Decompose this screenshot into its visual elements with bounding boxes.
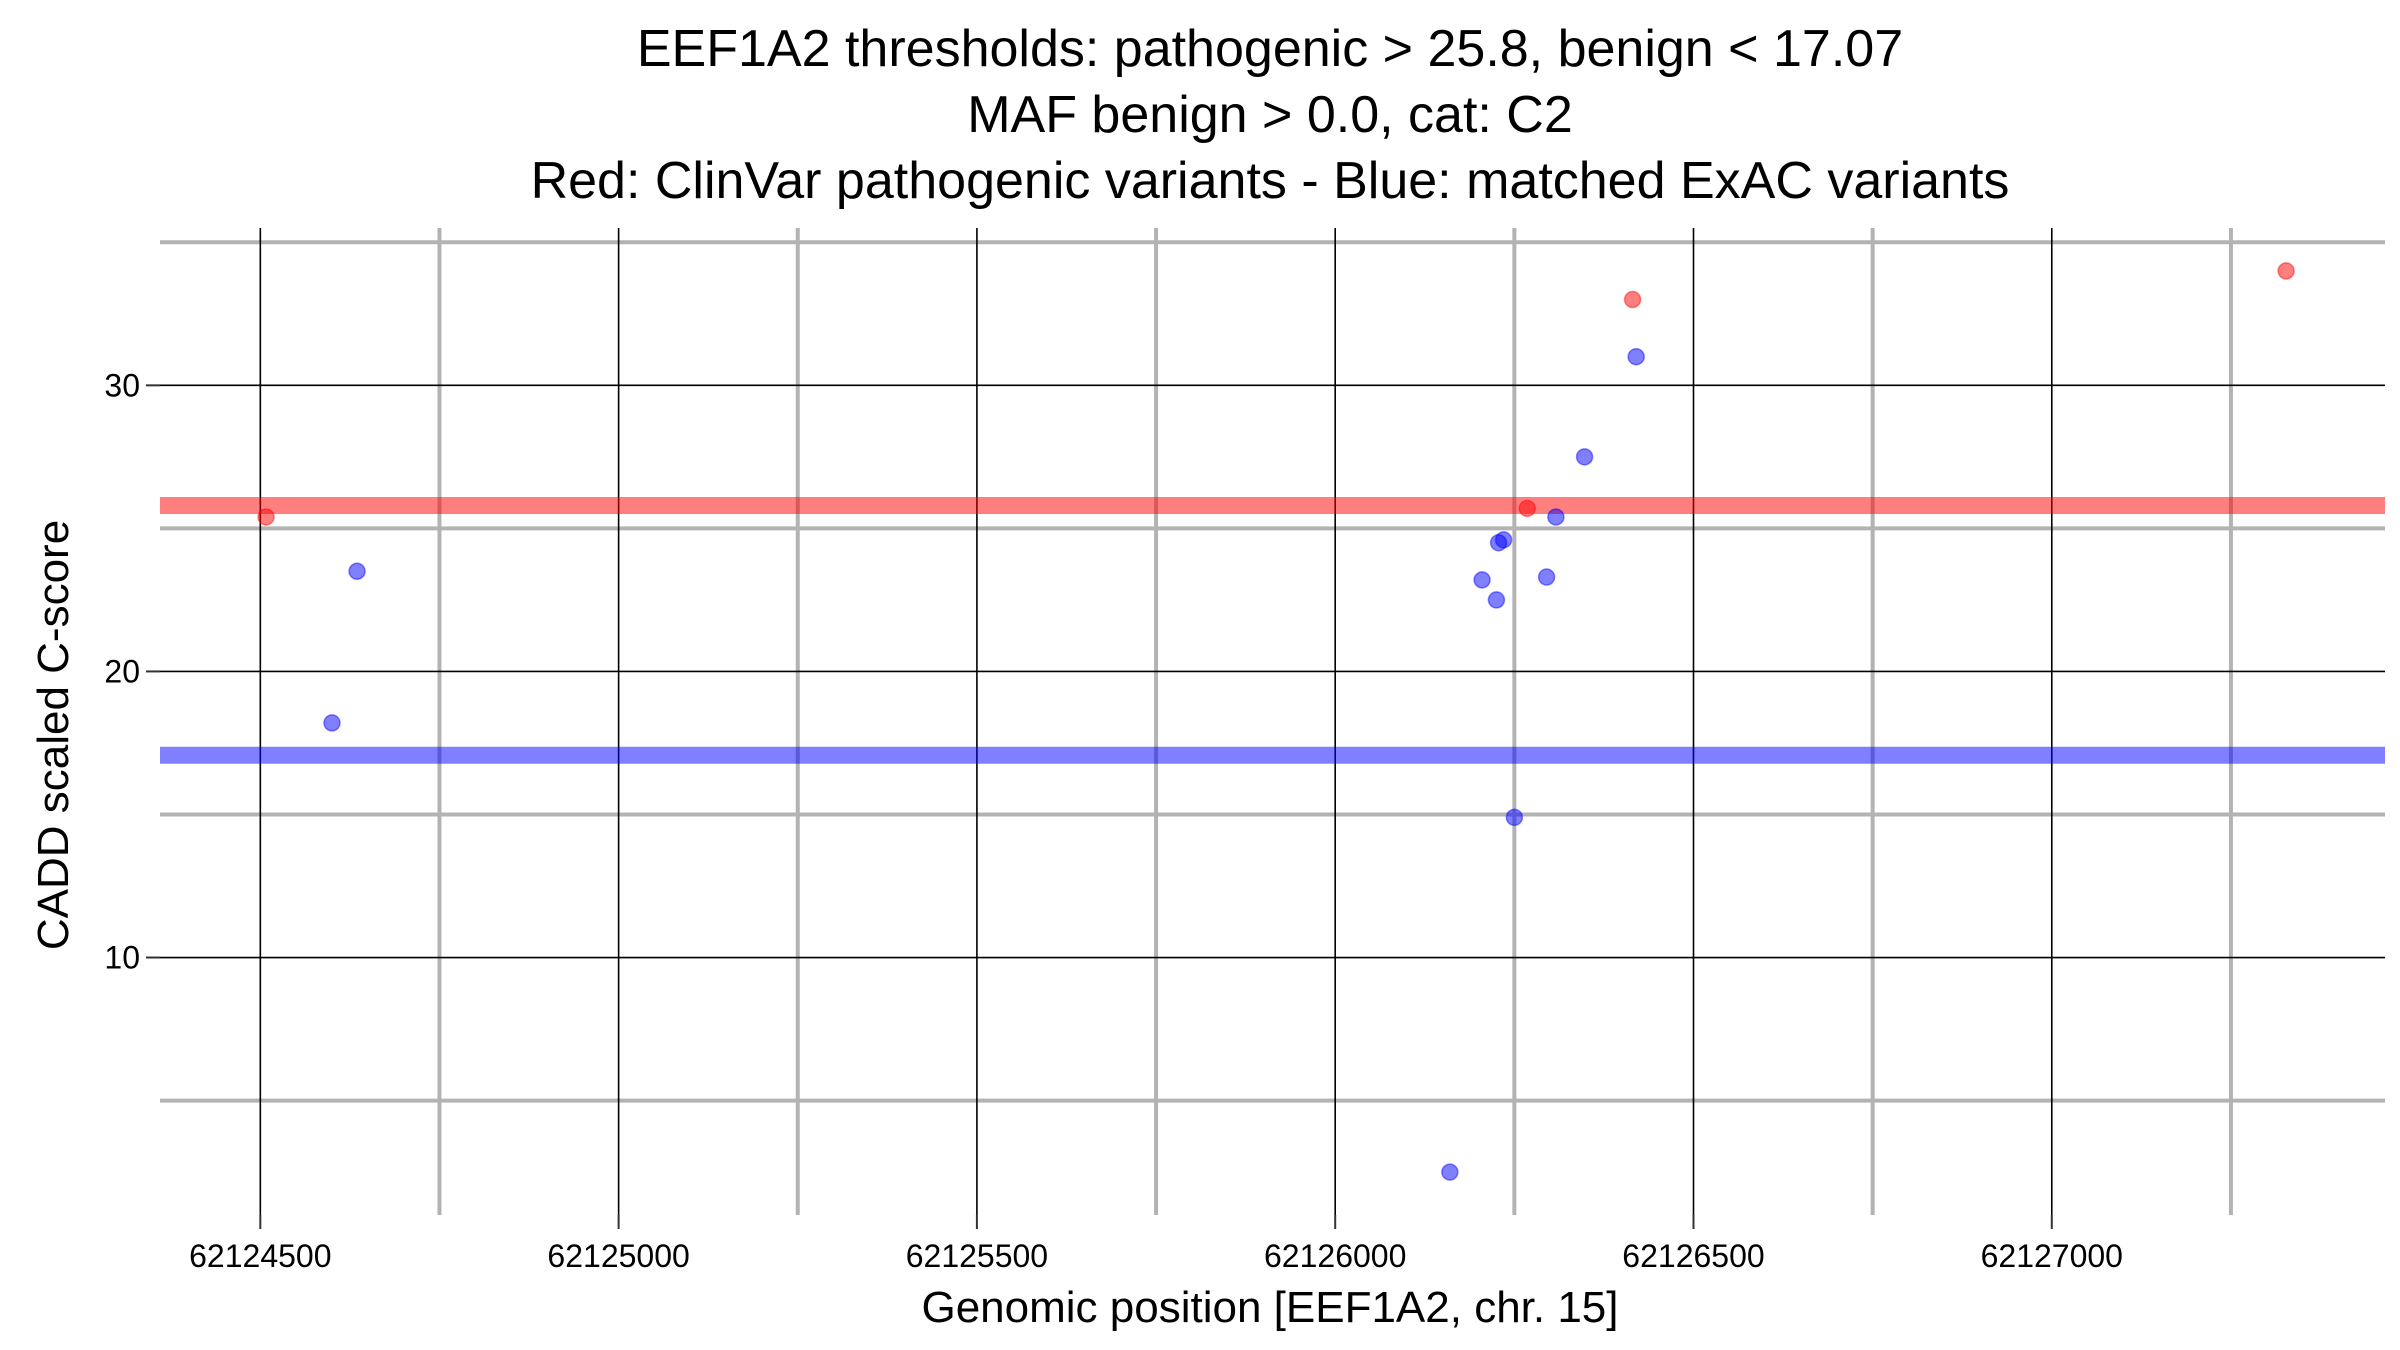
point-matched-exac-variants [1441, 1163, 1459, 1181]
minor-gridlines [160, 228, 2385, 1215]
chart-title-line-2: MAF benign > 0.0, cat: C2 [967, 86, 1573, 144]
x-axis-title: Genomic position [EEF1A2, chr. 15] [921, 1283, 1618, 1332]
major-gridlines [160, 228, 2385, 1215]
y-tick-label: 20 [104, 653, 140, 689]
chart-title-line-1: EEF1A2 thresholds: pathogenic > 25.8, be… [637, 20, 1903, 78]
point-clinvar-pathogenic-variants [2277, 262, 2295, 280]
point-clinvar-pathogenic-variants [1623, 290, 1642, 309]
point-matched-exac-variants [1487, 591, 1506, 609]
x-tick-label: 62126000 [1264, 1238, 1406, 1274]
point-matched-exac-variants [1627, 347, 1645, 366]
threshold-lines [160, 497, 2385, 764]
point-clinvar-pathogenic-variants [1518, 499, 1536, 518]
x-tick-label: 62125500 [906, 1238, 1048, 1274]
x-tick-label: 62126500 [1622, 1238, 1764, 1274]
data-points [257, 262, 2295, 1181]
x-tick-label: 62125000 [547, 1238, 689, 1274]
x-tick-label: 62124500 [189, 1238, 331, 1274]
point-clinvar-pathogenic-variants [257, 508, 275, 526]
y-tick-label: 10 [104, 940, 140, 976]
point-matched-exac-variants [323, 714, 341, 732]
point-matched-exac-variants [1547, 508, 1565, 526]
x-axis-ticks: 62124500 62125000 62125500 62126000 62126500… [189, 1215, 2123, 1274]
point-matched-exac-variants [1537, 568, 1556, 586]
point-matched-exac-variants [1505, 808, 1524, 827]
point-matched-exac-variants [1473, 571, 1491, 589]
point-matched-exac-variants [348, 562, 366, 581]
point-matched-exac-variants [1494, 531, 1513, 549]
y-axis-ticks: 10 20 30 [104, 367, 160, 976]
chart-title-line-3: Red: ClinVar pathogenic variants - Blue:… [531, 152, 2010, 210]
x-tick-label: 62127000 [1981, 1238, 2123, 1274]
point-matched-exac-variants [1575, 448, 1594, 466]
y-tick-label: 30 [104, 367, 140, 403]
y-axis-title: CADD scaled C-score [29, 520, 78, 950]
